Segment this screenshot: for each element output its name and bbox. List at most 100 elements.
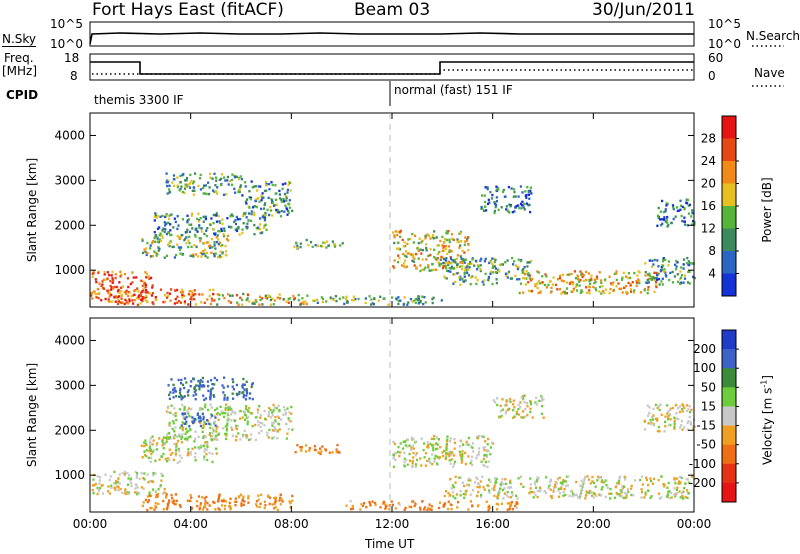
velocity-cell <box>240 504 243 507</box>
power-cell <box>217 243 220 246</box>
power-cell <box>226 217 229 220</box>
power-cell <box>625 284 628 288</box>
velocity-cell <box>430 437 433 440</box>
nsky-label: N.Sky <box>2 32 37 47</box>
velocity-cell <box>181 426 185 429</box>
power-cell <box>199 237 202 240</box>
velocity-cell <box>684 495 687 499</box>
velocity-cell <box>501 408 504 411</box>
velocity-cell <box>247 497 250 500</box>
velocity-cell <box>448 450 451 453</box>
velocity-cell <box>174 389 177 392</box>
velocity-cell <box>529 490 532 494</box>
velocity-cell <box>214 437 217 440</box>
power-cell <box>688 282 691 285</box>
power-cell <box>249 198 252 201</box>
velocity-cell <box>189 494 192 497</box>
y-tick-label: 1000 <box>54 263 85 277</box>
power-cell <box>241 194 244 197</box>
power-cell <box>469 276 473 279</box>
velocity-cell <box>135 474 138 478</box>
cpid-segment-themis: themis 3300 IF <box>94 93 184 107</box>
velocity-cell <box>459 445 462 448</box>
power-cell <box>674 215 677 218</box>
power-cell <box>448 250 451 253</box>
power-cell <box>131 299 134 302</box>
velocity-cell <box>272 403 275 407</box>
velocity-cell <box>202 416 205 419</box>
power-cell <box>479 264 482 267</box>
velocity-cell <box>652 418 655 421</box>
power-cell <box>231 294 234 297</box>
velocity-cell <box>457 500 460 504</box>
velocity-cell <box>220 504 224 507</box>
power-cell <box>150 276 153 280</box>
velocity-cell <box>454 497 457 500</box>
velocity-cell <box>136 472 139 475</box>
power-cell <box>171 181 174 184</box>
power-cell <box>116 290 120 293</box>
power-cell <box>490 270 493 273</box>
power-cell <box>466 238 469 241</box>
velocity-cell <box>107 490 110 493</box>
power-cell <box>213 254 216 258</box>
velocity-cell <box>242 495 245 498</box>
velocity-cell <box>618 493 621 496</box>
velocity-cell <box>564 493 567 497</box>
power-cell <box>189 173 192 177</box>
power-cell <box>656 214 659 217</box>
power-cell <box>566 281 569 284</box>
velocity-cell <box>408 505 411 508</box>
velocity-cell <box>194 389 197 392</box>
power-cell <box>245 202 248 205</box>
velocity-cell <box>390 500 393 503</box>
power-cell <box>460 240 463 243</box>
velocity-cell <box>649 496 652 500</box>
power-cell <box>471 258 474 261</box>
power-cell <box>431 301 434 305</box>
power-cell <box>688 203 691 207</box>
power-cell <box>652 277 656 280</box>
velocity-cell <box>255 500 258 503</box>
velocity-cell <box>602 481 605 484</box>
velocity-cell <box>464 451 467 455</box>
velocity-cell <box>156 442 159 445</box>
power-cell <box>514 264 517 267</box>
power-cell <box>206 256 209 259</box>
velocity-cell <box>247 416 250 419</box>
power-cell <box>151 301 154 304</box>
power-cell <box>588 278 591 282</box>
velocity-cell <box>221 500 224 503</box>
velocity-cell <box>174 426 177 429</box>
velocity-cell <box>552 488 556 491</box>
velocity-cell <box>625 492 628 496</box>
power-cell <box>561 273 564 276</box>
velocity-cell <box>495 502 498 506</box>
power-cell <box>370 303 373 306</box>
velocity-cell <box>172 383 175 387</box>
power-cell <box>444 262 447 265</box>
velocity-cell <box>623 475 626 479</box>
power-cell <box>402 245 405 248</box>
velocity-cell <box>173 437 176 440</box>
velocity-cell <box>169 424 172 427</box>
velocity-cell <box>675 477 679 480</box>
power-cell <box>411 300 414 303</box>
velocity-cell <box>460 459 464 462</box>
velocity-cell <box>171 427 174 431</box>
power-cell <box>274 198 277 201</box>
velocity-cell <box>181 433 184 436</box>
power-cell <box>143 248 146 251</box>
velocity-cell <box>207 419 210 422</box>
power-cell <box>190 245 193 248</box>
power-cell <box>266 208 269 212</box>
power-cell <box>279 215 283 218</box>
power-cell <box>491 262 494 266</box>
power-cell <box>148 277 151 280</box>
velocity-cell <box>195 393 198 396</box>
velocity-cell <box>220 410 223 413</box>
power-cell <box>433 230 436 233</box>
velocity-cell <box>160 472 163 476</box>
velocity-cell <box>274 419 277 422</box>
colorbar-tick-label: -100 <box>689 457 716 471</box>
